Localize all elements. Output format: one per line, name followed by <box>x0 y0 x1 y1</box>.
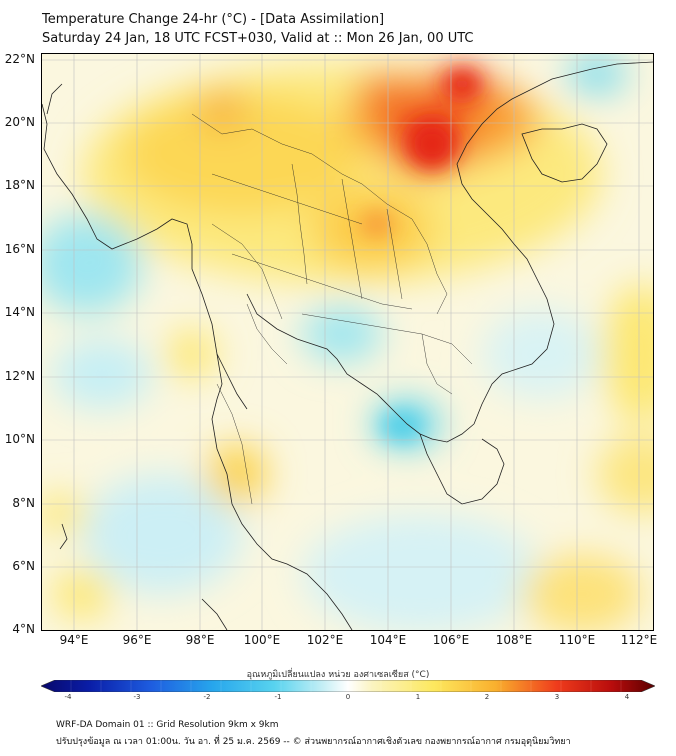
colorbar-tick: -3 <box>133 693 141 701</box>
lat-label-16: 16°N <box>4 242 35 256</box>
lon-label-104: 104°E <box>369 633 407 647</box>
colorbar-label: อุณหภูมิเปลี่ยนแปลง หน่วย องศาเซลเซียส (… <box>246 670 430 680</box>
admin-boundaries <box>191 113 473 505</box>
coastlines <box>42 61 653 630</box>
footer-model-info: WRF-DA Domain 01 :: Grid Resolution 9km … <box>56 720 279 730</box>
lon-label-102: 102°E <box>306 633 344 647</box>
lon-label-94: 94°E <box>59 633 89 647</box>
map-plot-area[interactable] <box>41 53 654 631</box>
lat-label-6: 6°N <box>12 559 35 573</box>
lat-label-10: 10°N <box>4 432 35 446</box>
colorbar-tick: 1 <box>415 693 421 701</box>
footer-credit: ปรับปรุงข้อมูล ณ เวลา 01:00น. วัน อา. ที… <box>56 737 571 747</box>
lon-label-98: 98°E <box>185 633 215 647</box>
colorbar <box>41 680 655 692</box>
lon-label-112: 112°E <box>620 633 658 647</box>
lon-label-96: 96°E <box>122 633 152 647</box>
lon-label-110: 110°E <box>558 633 596 647</box>
lat-label-12: 12°N <box>4 369 35 383</box>
temperature-field <box>42 54 653 630</box>
colorbar-tick: 0 <box>345 693 351 701</box>
lon-label-106: 106°E <box>432 633 470 647</box>
colorbar-tick: 2 <box>484 693 490 701</box>
lat-label-22: 22°N <box>4 52 35 66</box>
lat-label-4: 4°N <box>12 622 35 636</box>
lat-label-20: 20°N <box>4 115 35 129</box>
chart-title: Temperature Change 24-hr (°C) - [Data As… <box>42 12 385 27</box>
colorbar-tick: -1 <box>274 693 282 701</box>
colorbar-tick: 3 <box>554 693 560 701</box>
lon-label-108: 108°E <box>495 633 533 647</box>
lon-label-100: 100°E <box>243 633 281 647</box>
colorbar-tick: -2 <box>203 693 211 701</box>
chart-subtitle: Saturday 24 Jan, 18 UTC FCST+030, Valid … <box>42 31 474 46</box>
lat-label-8: 8°N <box>12 496 35 510</box>
colorbar-tick: 4 <box>624 693 630 701</box>
colorbar-tick: -4 <box>64 693 72 701</box>
lat-label-18: 18°N <box>4 178 35 192</box>
lat-label-14: 14°N <box>4 305 35 319</box>
